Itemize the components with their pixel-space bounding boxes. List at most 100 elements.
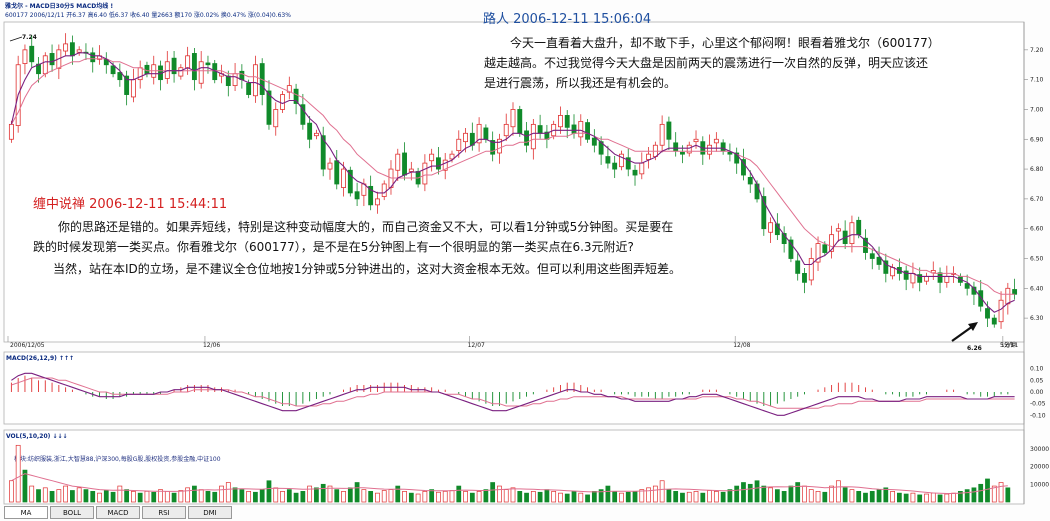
volume-bar	[910, 492, 916, 503]
volume-bar	[700, 492, 706, 503]
tab-rsi[interactable]: RSI	[142, 506, 186, 519]
volume-bar	[232, 487, 238, 503]
macd-histogram	[10, 375, 1009, 406]
candle	[266, 90, 272, 125]
candle	[876, 256, 882, 265]
tab-boll[interactable]: BOLL	[50, 506, 94, 519]
candle	[917, 274, 923, 283]
candle	[890, 267, 896, 277]
candle	[29, 45, 35, 63]
candle	[90, 52, 96, 63]
volume-bar	[300, 491, 306, 503]
tab-ma[interactable]: MA	[4, 506, 48, 519]
price-panel	[3, 21, 1025, 343]
price-axis-label: 6.60	[1030, 226, 1044, 233]
note-middle-line-1: 你的思路还是错的。如果弄短线，特别是这种变动幅度大的，而自己资金又不大，可以看1…	[58, 219, 673, 234]
candle	[985, 308, 990, 319]
candle	[110, 65, 116, 75]
volume-bar	[36, 489, 41, 503]
candle	[646, 153, 652, 160]
volume-bar	[795, 482, 801, 503]
candle	[503, 123, 509, 137]
volume-bar	[158, 489, 163, 503]
macd-dea-line	[11, 377, 1015, 409]
volume-bar	[178, 490, 184, 503]
volume-axis-label: 20000	[1030, 464, 1049, 471]
volume-bar	[381, 490, 387, 503]
candle	[191, 53, 197, 81]
candle	[998, 299, 1004, 323]
volume-bar	[225, 482, 231, 503]
candle	[273, 109, 279, 128]
candle	[659, 123, 665, 146]
price-axis-label: 6.50	[1030, 256, 1044, 263]
candle	[22, 49, 28, 64]
candle	[483, 127, 489, 140]
volume-bar	[253, 491, 258, 503]
volume-bar	[76, 487, 82, 503]
candle	[673, 142, 679, 152]
volume-bar	[802, 485, 807, 503]
price-axis-label: 6.70	[1030, 196, 1044, 203]
volume-bar	[991, 485, 997, 503]
volume-axis-label: 30000	[1030, 446, 1049, 453]
volume-bar	[56, 489, 62, 503]
candle	[286, 85, 292, 93]
volume-bar	[998, 482, 1004, 503]
volume-bar	[741, 482, 746, 503]
candle	[686, 144, 692, 154]
candle	[334, 160, 340, 185]
candle	[964, 283, 970, 289]
indicator-tabs: MA BOLL MACD RSI DMI	[4, 506, 234, 520]
volume-bar	[720, 491, 726, 503]
candle	[436, 157, 441, 170]
volume-bar	[903, 493, 909, 503]
volume-axis-label: 10000	[1030, 481, 1049, 488]
volume-bar	[334, 489, 340, 503]
volume-bar	[286, 489, 292, 503]
candle	[768, 222, 774, 233]
volume-bar	[476, 491, 482, 503]
volume-bar	[22, 469, 28, 503]
time-axis-label: 12/11	[1001, 342, 1018, 349]
volume-bar	[469, 492, 475, 503]
volume-bar	[422, 491, 428, 503]
volume-bar	[734, 485, 740, 503]
candle	[347, 169, 353, 194]
volume-bar	[713, 491, 719, 503]
volume-bar	[863, 492, 868, 503]
candle	[869, 253, 875, 259]
price-axis-label: 6.80	[1030, 166, 1044, 173]
volume-label: VOL(5,10,20) ↓↓↓	[6, 433, 68, 440]
candle	[788, 239, 794, 259]
macd-axis-label: 0.10	[1030, 366, 1044, 373]
volume-bar	[151, 491, 157, 503]
candle	[713, 138, 719, 144]
candle	[63, 43, 69, 52]
candle	[781, 233, 787, 244]
volume-bar	[707, 490, 712, 503]
volume-bar	[273, 487, 279, 503]
volume-bar	[754, 480, 760, 503]
volume-bar	[673, 491, 679, 503]
volume-bar	[402, 491, 407, 503]
note-middle-line-3: 当然，站在本ID的立场，是不建议全仓位地按1分钟或5分钟进出的，这对大资金根本无…	[53, 261, 681, 276]
candle	[1005, 287, 1011, 305]
candle	[490, 140, 496, 155]
tab-dmi[interactable]: DMI	[188, 506, 232, 519]
tab-macd[interactable]: MACD	[96, 506, 140, 519]
volume-bar	[266, 480, 272, 503]
candle	[402, 152, 407, 176]
candle	[944, 275, 950, 283]
volume-bar	[544, 489, 550, 503]
volume-bar	[185, 487, 191, 503]
volume-bar	[205, 491, 211, 503]
candle	[693, 138, 699, 143]
volume-bar	[849, 489, 855, 503]
volume-bar	[666, 489, 672, 503]
volume-bar	[829, 485, 834, 503]
volume-bar	[890, 491, 895, 503]
volume-bar	[90, 491, 96, 503]
candle	[795, 260, 801, 274]
macd-axis-label: 0.00	[1030, 389, 1044, 396]
